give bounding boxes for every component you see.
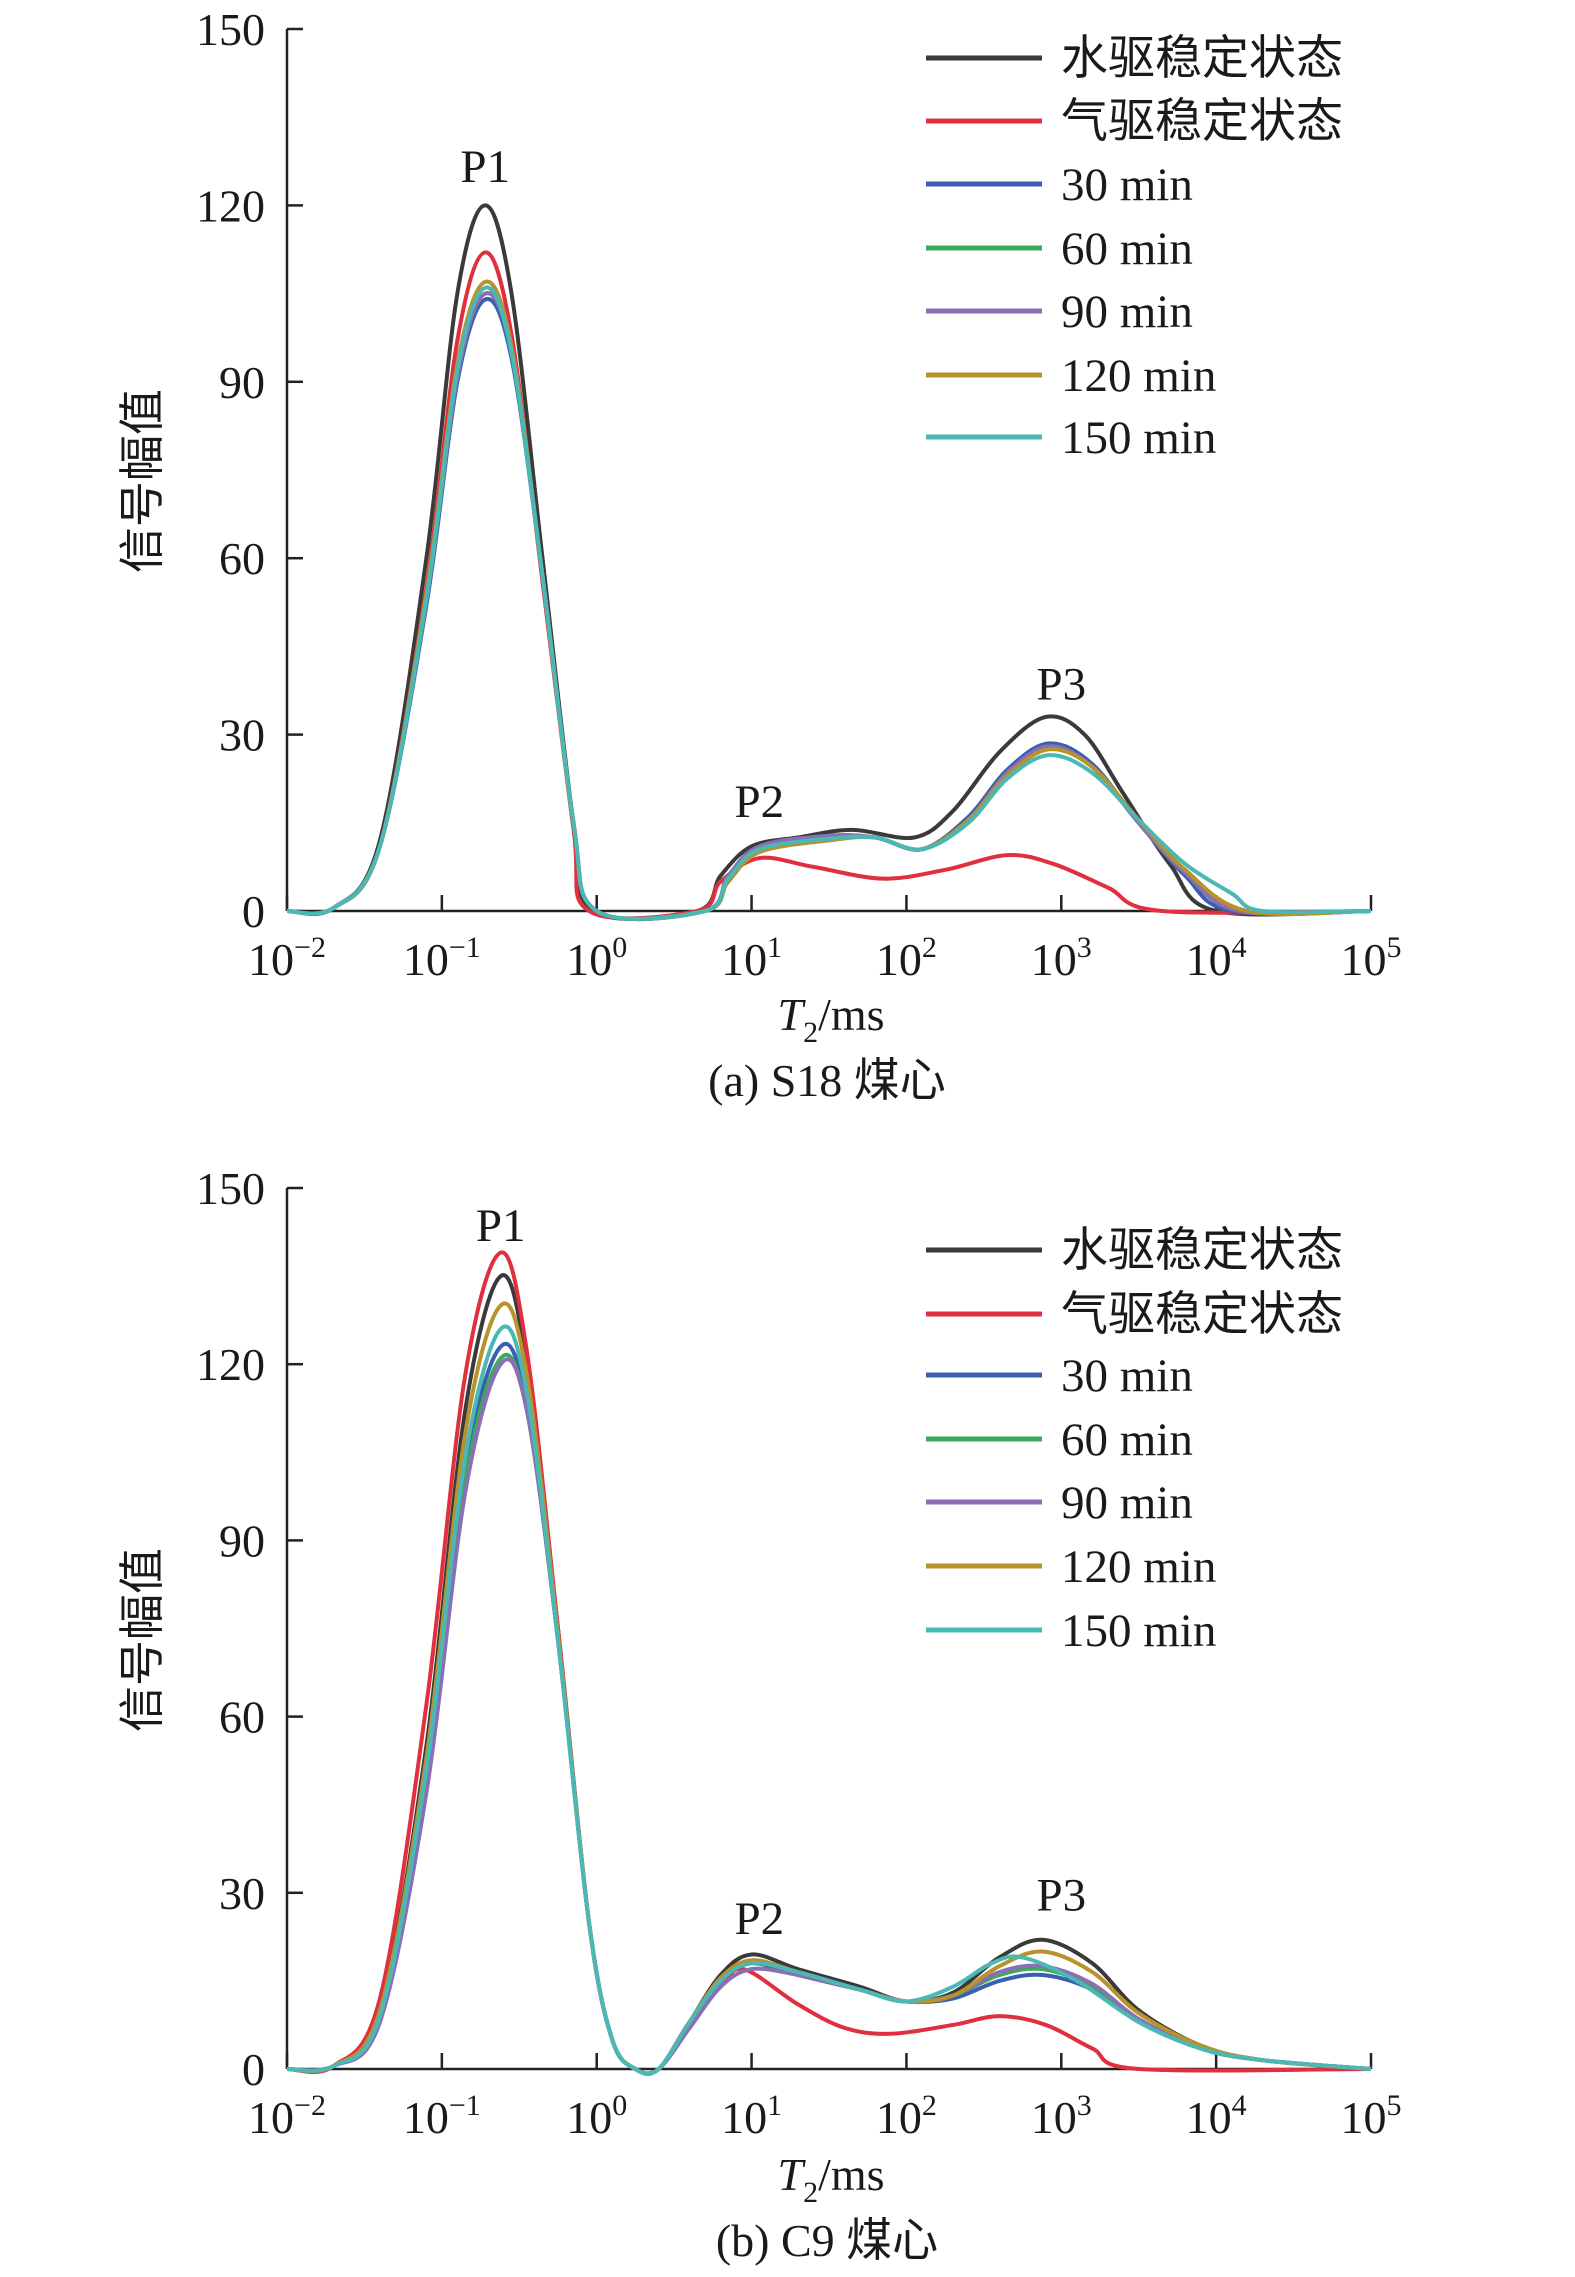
peak-label: P3 bbox=[1036, 1869, 1086, 1921]
y-tick-label: 120 bbox=[196, 1339, 265, 1390]
x-tick-label: 105 bbox=[1341, 931, 1402, 985]
x-tick-label: 100 bbox=[566, 2089, 627, 2143]
x-axis-label: T2/ms bbox=[777, 2149, 884, 2209]
series-line bbox=[286, 1341, 1372, 2076]
peak-label: P1 bbox=[476, 1200, 526, 1252]
legend-label: 90 min bbox=[1061, 1477, 1193, 1529]
x-tick-label: 104 bbox=[1186, 931, 1247, 985]
y-tick-label: 90 bbox=[219, 357, 265, 408]
x-tick-label: 102 bbox=[876, 2089, 937, 2143]
y-tick-label: 60 bbox=[219, 1692, 265, 1743]
legend-label: 水驱稳定状态 bbox=[1061, 33, 1343, 85]
series-line bbox=[286, 1273, 1372, 2076]
chart-a: 0 30 60 90 120 150 10−2 10−1 100 101 102 103 104 105 T… bbox=[117, 4, 1402, 1106]
y-tick-label: 30 bbox=[219, 1868, 265, 1919]
legend-label: 150 min bbox=[1061, 412, 1216, 464]
legend-label: 气驱稳定状态 bbox=[1061, 96, 1343, 148]
series-line bbox=[286, 203, 1372, 921]
peak-label: P2 bbox=[734, 776, 784, 828]
series-line bbox=[286, 1352, 1372, 2076]
peak-label: P1 bbox=[460, 141, 510, 193]
legend-label: 120 min bbox=[1061, 350, 1216, 402]
legend-label: 150 min bbox=[1061, 1605, 1216, 1657]
legend-label: 30 min bbox=[1061, 1350, 1193, 1402]
x-tick-label: 103 bbox=[1031, 931, 1092, 985]
x-tick-label: 10−1 bbox=[403, 931, 481, 985]
y-tick-label: 120 bbox=[196, 180, 265, 231]
x-tick-label: 100 bbox=[566, 931, 627, 985]
x-tick-label: 101 bbox=[721, 2089, 782, 2143]
x-tick-label: 105 bbox=[1341, 2089, 1402, 2143]
legend-label: 气驱稳定状态 bbox=[1061, 1289, 1343, 1341]
x-tick-label: 101 bbox=[721, 931, 782, 985]
legend-label: 60 min bbox=[1061, 223, 1193, 275]
x-tick-label: 102 bbox=[876, 931, 937, 985]
y-axis-label: 信号幅值 bbox=[117, 389, 168, 573]
y-tick-label: 0 bbox=[242, 886, 265, 937]
y-tick-label: 150 bbox=[196, 1163, 265, 1214]
x-tick-label: 10−1 bbox=[403, 2089, 481, 2143]
legend-label: 90 min bbox=[1061, 286, 1193, 338]
y-tick-label: 0 bbox=[242, 2044, 265, 2095]
x-tick-label: 103 bbox=[1031, 2089, 1092, 2143]
x-axis-label: T2/ms bbox=[777, 989, 884, 1049]
chart-b: 0 30 60 90 120 150 10−2 10−1 100 101 102 103 104 105 T… bbox=[117, 1163, 1402, 2266]
x-tick-label: 10−2 bbox=[248, 931, 326, 985]
legend-label: 120 min bbox=[1061, 1541, 1216, 1593]
y-tick-label: 30 bbox=[219, 710, 265, 761]
peak-label: P3 bbox=[1036, 658, 1086, 710]
legend-label: 60 min bbox=[1061, 1414, 1193, 1466]
y-tick-label: 60 bbox=[219, 533, 265, 584]
peak-label: P2 bbox=[734, 1893, 784, 1945]
chart-caption: (a) S18 煤心 bbox=[708, 1055, 946, 1106]
series-line bbox=[286, 1250, 1372, 2076]
chart-caption: (b) C9 煤心 bbox=[716, 2215, 938, 2266]
y-axis-label: 信号幅值 bbox=[117, 1548, 168, 1732]
series-line bbox=[286, 1357, 1372, 2076]
series-line bbox=[286, 1301, 1372, 2076]
legend-label: 水驱稳定状态 bbox=[1061, 1225, 1343, 1277]
series-line bbox=[286, 1324, 1372, 2076]
series-line bbox=[286, 285, 1372, 921]
y-tick-label: 150 bbox=[196, 4, 265, 55]
legend-label: 30 min bbox=[1061, 159, 1193, 211]
x-tick-label: 104 bbox=[1186, 2089, 1247, 2143]
y-tick-label: 90 bbox=[219, 1515, 265, 1566]
x-tick-label: 10−2 bbox=[248, 2089, 326, 2143]
